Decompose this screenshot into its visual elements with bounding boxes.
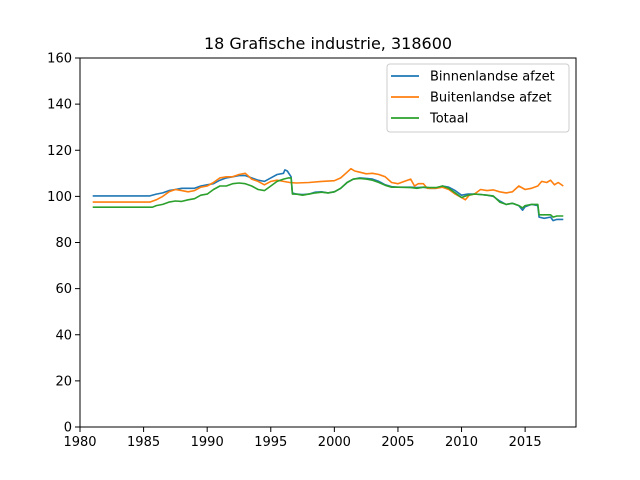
y-tick-label: 100: [47, 190, 72, 205]
x-tick-label: 2015: [509, 435, 542, 450]
chart-title: 18 Grafische industrie, 318600: [204, 34, 452, 53]
x-tick-label: 1985: [127, 435, 160, 450]
y-tick-label: 120: [47, 144, 72, 159]
series-line-2: [92, 167, 564, 203]
x-tick-label: 1990: [191, 435, 224, 450]
legend: Binnenlandse afzet Buitenlandse afzet Tota…: [386, 63, 570, 133]
series-line-3: [92, 177, 564, 218]
x-tick-label: 2000: [318, 435, 351, 450]
legend-box: [386, 63, 570, 133]
plot-lines: [92, 167, 564, 222]
y-tick-label: 80: [55, 236, 72, 251]
y-tick-label: 0: [64, 421, 72, 436]
legend-label: Totaal: [429, 112, 468, 127]
x-tick-label: 2005: [381, 435, 414, 450]
y-tick-label: 20: [55, 374, 72, 389]
y-axis: 0 20 40 60 80 100 120 140 160: [47, 52, 80, 436]
x-tick-label: 1995: [254, 435, 287, 450]
y-tick-label: 140: [47, 98, 72, 113]
y-tick-label: 60: [55, 282, 72, 297]
x-tick-label: 2010: [445, 435, 478, 450]
y-tick-label: 160: [47, 52, 72, 67]
x-tick-label: 1980: [63, 435, 96, 450]
y-tick-label: 40: [55, 328, 72, 343]
legend-label: Binnenlandse afzet: [430, 70, 555, 85]
x-axis: 1980 1985 1990 1995 2000 2005 2010 2015: [63, 427, 542, 450]
legend-label: Buitenlandse afzet: [430, 91, 552, 106]
